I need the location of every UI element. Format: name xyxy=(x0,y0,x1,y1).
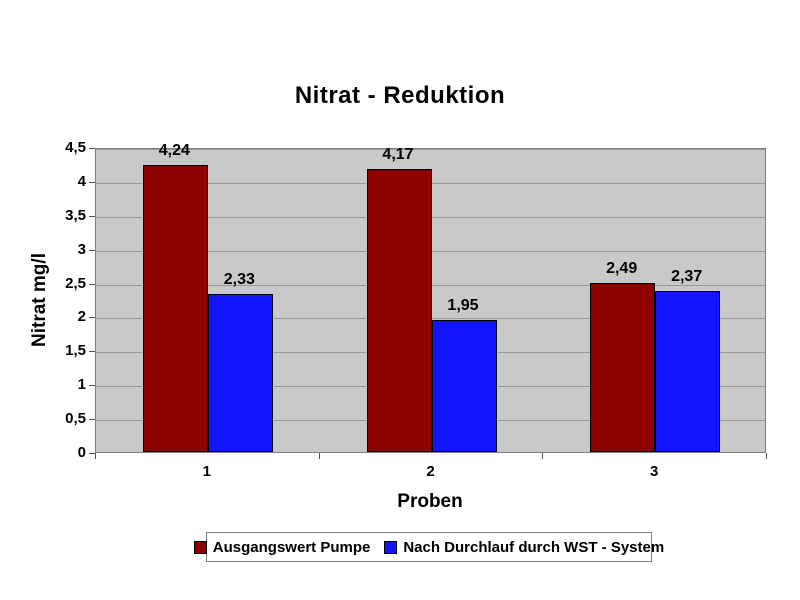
bar-value-label: 2,49 xyxy=(606,260,638,278)
y-tick xyxy=(89,419,95,421)
x-axis-title: Proben xyxy=(397,491,463,512)
y-tick xyxy=(89,453,95,454)
bar-ausgangswert-pumpe xyxy=(142,164,208,452)
y-tick-label: 0,5 xyxy=(65,410,86,428)
legend-entry: Ausgangswert Pumpe xyxy=(193,538,371,556)
x-category-label: 2 xyxy=(426,463,435,480)
x-tick xyxy=(766,453,767,459)
legend-label: Ausgangswert Pumpe xyxy=(212,538,371,556)
bar-value-label: 4,17 xyxy=(382,146,414,164)
y-tick-label: 2 xyxy=(77,308,86,326)
bar-value-label: 1,95 xyxy=(447,296,479,314)
bar-value-label: 2,33 xyxy=(223,271,255,289)
bar-nach-durchlauf-durch-wst-system xyxy=(431,319,497,452)
legend-label: Nach Durchlauf durch WST - System xyxy=(403,538,665,556)
x-tick xyxy=(318,453,320,459)
y-tick xyxy=(89,215,95,217)
bar-nach-durchlauf-durch-wst-system xyxy=(207,294,273,452)
legend-swatch-icon xyxy=(193,540,207,554)
x-category-label: 1 xyxy=(202,463,211,480)
gridline xyxy=(96,149,765,150)
x-tick xyxy=(542,453,544,459)
y-tick xyxy=(89,148,95,149)
legend-entry: Nach Durchlauf durch WST - System xyxy=(384,539,664,556)
y-tick xyxy=(89,249,95,251)
y-tick-label: 3 xyxy=(77,240,86,258)
y-tick-label: 1,5 xyxy=(65,342,86,360)
y-tick-label: 1 xyxy=(77,376,86,394)
y-tick xyxy=(89,181,95,183)
bar-nach-durchlauf-durch-wst-system xyxy=(655,291,721,452)
y-tick xyxy=(89,351,95,353)
y-tick-label: 4,5 xyxy=(65,139,86,156)
legend-swatch-icon xyxy=(384,540,398,554)
chart-title: Nitrat - Reduktion xyxy=(294,82,506,109)
bar-ausgangswert-pumpe xyxy=(366,169,432,452)
bar-value-label: 4,24 xyxy=(158,141,190,159)
y-tick xyxy=(89,385,95,387)
bar-ausgangswert-pumpe xyxy=(590,283,656,452)
x-category-label: 3 xyxy=(649,463,659,480)
y-tick-label: 3,5 xyxy=(65,206,86,224)
legend: Ausgangswert Pumpe Nach Durchlauf durch W… xyxy=(193,532,664,562)
x-tick xyxy=(95,453,96,459)
y-tick-label: 2,5 xyxy=(65,274,86,292)
y-tick xyxy=(89,317,95,319)
y-tick xyxy=(89,283,95,285)
bar-value-label: 2,37 xyxy=(671,268,703,286)
y-tick-label: 0 xyxy=(77,444,86,461)
plot-area xyxy=(95,148,766,453)
y-tick-label: 4 xyxy=(77,172,86,190)
